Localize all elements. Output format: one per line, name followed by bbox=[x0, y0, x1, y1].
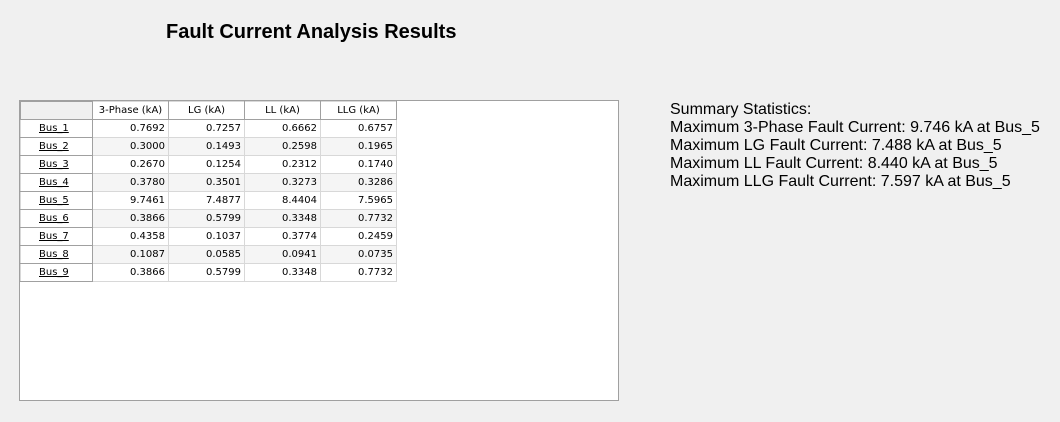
table-cell[interactable]: 0.4358 bbox=[92, 227, 169, 246]
table-row[interactable]: Bus_2 0.3000 0.1493 0.2598 0.1965 bbox=[20, 137, 397, 156]
table-cell[interactable]: 0.3780 bbox=[92, 173, 169, 192]
table-cell[interactable]: 0.3286 bbox=[320, 173, 397, 192]
table-cell[interactable]: 0.6757 bbox=[320, 119, 397, 138]
summary-line-ll: Maximum LL Fault Current: 8.440 kA at Bu… bbox=[670, 155, 998, 172]
table-row[interactable]: Bus_1 0.7692 0.7257 0.6662 0.6757 bbox=[20, 119, 397, 138]
column-header-lg[interactable]: LG (kA) bbox=[168, 101, 245, 120]
table-cell[interactable]: 0.1254 bbox=[168, 155, 245, 174]
table-row[interactable]: Bus_8 0.1087 0.0585 0.0941 0.0735 bbox=[20, 245, 397, 264]
table-cell[interactable]: 0.0735 bbox=[320, 245, 397, 264]
table-cell[interactable]: 7.4877 bbox=[168, 191, 245, 210]
row-header[interactable]: Bus_5 bbox=[20, 191, 93, 210]
table-cell[interactable]: 0.3348 bbox=[244, 209, 321, 228]
table-header-row: 3-Phase (kA) LG (kA) LL (kA) LLG (kA) bbox=[20, 101, 397, 120]
table-cell[interactable]: 0.3273 bbox=[244, 173, 321, 192]
row-header[interactable]: Bus_3 bbox=[20, 155, 93, 174]
table-cell[interactable]: 0.5799 bbox=[168, 263, 245, 282]
table-cell[interactable]: 0.7257 bbox=[168, 119, 245, 138]
table-cell[interactable]: 0.3501 bbox=[168, 173, 245, 192]
table-cell[interactable]: 0.3774 bbox=[244, 227, 321, 246]
results-table[interactable]: 3-Phase (kA) LG (kA) LL (kA) LLG (kA) Bu… bbox=[20, 101, 397, 282]
table-cell[interactable]: 0.1037 bbox=[168, 227, 245, 246]
table-cell[interactable]: 0.0941 bbox=[244, 245, 321, 264]
row-header[interactable]: Bus_8 bbox=[20, 245, 93, 264]
column-header-3phase[interactable]: 3-Phase (kA) bbox=[92, 101, 169, 120]
table-cell[interactable]: 0.1740 bbox=[320, 155, 397, 174]
summary-line-lg: Maximum LG Fault Current: 7.488 kA at Bu… bbox=[670, 137, 1002, 154]
summary-heading: Summary Statistics: bbox=[670, 101, 812, 118]
table-cell[interactable]: 0.7732 bbox=[320, 209, 397, 228]
column-header-ll[interactable]: LL (kA) bbox=[244, 101, 321, 120]
table-cell[interactable]: 0.2312 bbox=[244, 155, 321, 174]
table-cell[interactable]: 0.3866 bbox=[92, 263, 169, 282]
table-cell[interactable]: 8.4404 bbox=[244, 191, 321, 210]
row-header[interactable]: Bus_9 bbox=[20, 263, 93, 282]
row-header[interactable]: Bus_6 bbox=[20, 209, 93, 228]
table-row[interactable]: Bus_3 0.2670 0.1254 0.2312 0.1740 bbox=[20, 155, 397, 174]
table-cell[interactable]: 0.3348 bbox=[244, 263, 321, 282]
table-cell[interactable]: 0.7692 bbox=[92, 119, 169, 138]
row-header[interactable]: Bus_2 bbox=[20, 137, 93, 156]
table-cell[interactable]: 0.3000 bbox=[92, 137, 169, 156]
table-corner-cell[interactable] bbox=[20, 101, 93, 120]
table-cell[interactable]: 0.7732 bbox=[320, 263, 397, 282]
table-cell[interactable]: 0.5799 bbox=[168, 209, 245, 228]
table-cell[interactable]: 0.1087 bbox=[92, 245, 169, 264]
table-cell[interactable]: 0.1493 bbox=[168, 137, 245, 156]
table-cell[interactable]: 9.7461 bbox=[92, 191, 169, 210]
table-row[interactable]: Bus_4 0.3780 0.3501 0.3273 0.3286 bbox=[20, 173, 397, 192]
table-cell[interactable]: 0.0585 bbox=[168, 245, 245, 264]
table-cell[interactable]: 0.1965 bbox=[320, 137, 397, 156]
table-cell[interactable]: 0.6662 bbox=[244, 119, 321, 138]
table-cell[interactable]: 0.2670 bbox=[92, 155, 169, 174]
summary-line-3phase: Maximum 3-Phase Fault Current: 9.746 kA … bbox=[670, 119, 1040, 136]
table-body: Bus_1 0.7692 0.7257 0.6662 0.6757 Bus_2 0.3000… bbox=[20, 119, 397, 282]
table-cell[interactable]: 0.2598 bbox=[244, 137, 321, 156]
table-row[interactable]: Bus_7 0.4358 0.1037 0.3774 0.2459 bbox=[20, 227, 397, 246]
row-header[interactable]: Bus_4 bbox=[20, 173, 93, 192]
row-header[interactable]: Bus_1 bbox=[20, 119, 93, 138]
summary-line-llg: Maximum LLG Fault Current: 7.597 kA at B… bbox=[670, 173, 1011, 190]
page-title: Fault Current Analysis Results bbox=[166, 21, 457, 43]
column-header-llg[interactable]: LLG (kA) bbox=[320, 101, 397, 120]
table-row[interactable]: Bus_9 0.3866 0.5799 0.3348 0.7732 bbox=[20, 263, 397, 282]
table-cell[interactable]: 7.5965 bbox=[320, 191, 397, 210]
table-cell[interactable]: 0.3866 bbox=[92, 209, 169, 228]
summary-panel: Summary Statistics: Maximum 3-Phase Faul… bbox=[670, 101, 1040, 191]
table-row[interactable]: Bus_5 9.7461 7.4877 8.4404 7.5965 bbox=[20, 191, 397, 210]
results-table-frame[interactable]: 3-Phase (kA) LG (kA) LL (kA) LLG (kA) Bu… bbox=[19, 100, 619, 401]
table-cell[interactable]: 0.2459 bbox=[320, 227, 397, 246]
row-header[interactable]: Bus_7 bbox=[20, 227, 93, 246]
table-row[interactable]: Bus_6 0.3866 0.5799 0.3348 0.7732 bbox=[20, 209, 397, 228]
